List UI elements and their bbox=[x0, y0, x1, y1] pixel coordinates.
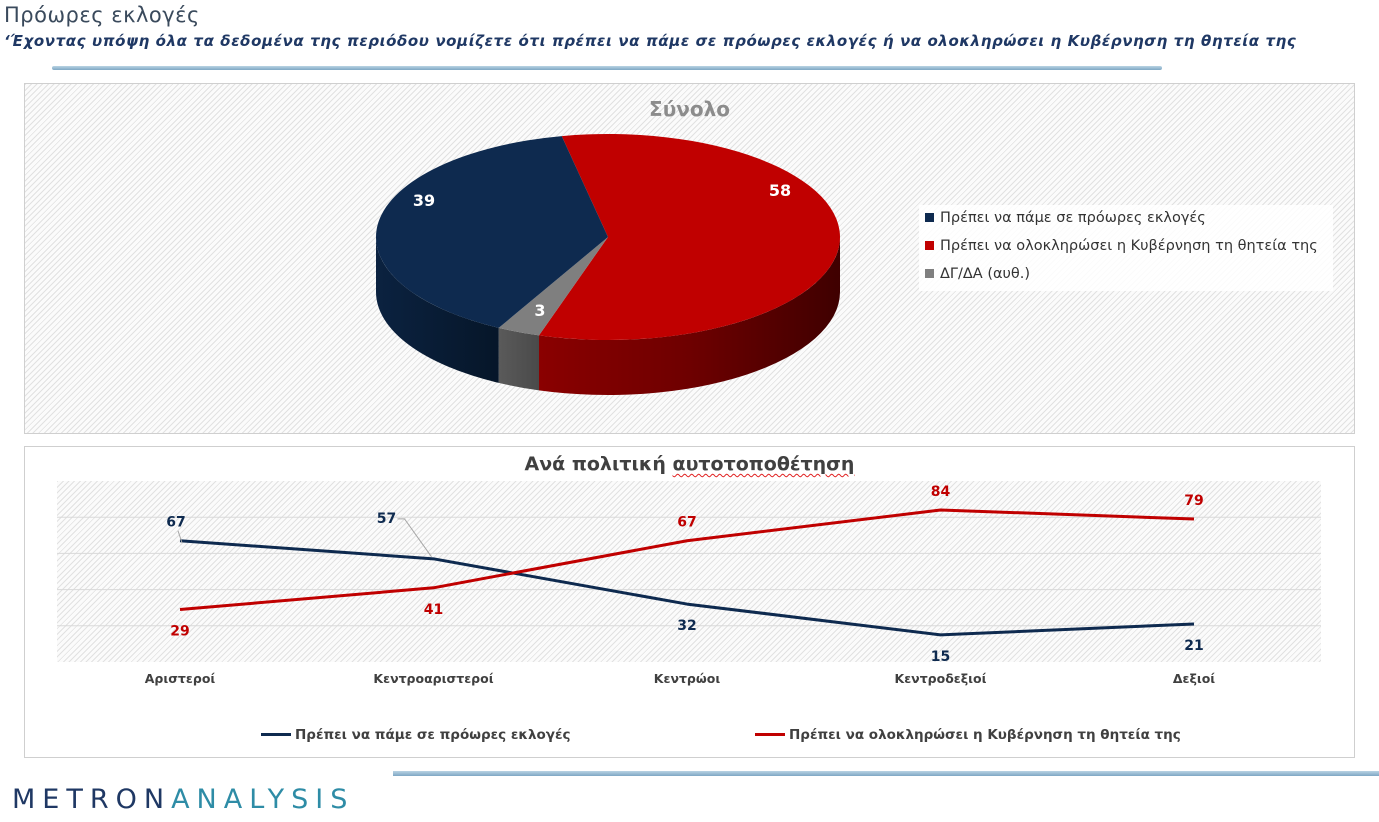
pie-legend-item-early: Πρέπει να πάμε σε πρόωρες εκλογές bbox=[925, 210, 1206, 226]
pie-slice-complete-term bbox=[539, 134, 841, 340]
legend-line bbox=[755, 732, 785, 736]
leader-line bbox=[177, 530, 183, 543]
legend-swatch bbox=[925, 240, 934, 250]
x-tick-label: Κεντροαριστεροί bbox=[373, 671, 493, 686]
footer-divider bbox=[393, 771, 1379, 776]
pie-data-label: 39 bbox=[413, 191, 435, 210]
legend-swatch bbox=[925, 212, 934, 222]
x-tick-label: Κεντρώοι bbox=[654, 671, 721, 686]
legend-label: Πρέπει να πάμε σε πρόωρες εκλογές bbox=[295, 727, 571, 743]
pie-chart: 39 58 3 bbox=[376, 134, 841, 396]
data-label: 84 bbox=[931, 484, 951, 500]
question-subtitle: ‘Έχοντας υπόψη όλα τα δεδομένα της περιό… bbox=[4, 32, 1297, 50]
series-line-complete-term bbox=[179, 508, 1195, 612]
data-label: 57 bbox=[377, 511, 396, 527]
data-label: 15 bbox=[931, 649, 950, 665]
pie-slice-early-side bbox=[376, 237, 499, 383]
pie-slice-dk-na-side bbox=[498, 327, 540, 391]
pie-legend-item-dk-na: ΔΓ/ΔΑ (αυθ.) bbox=[925, 266, 1030, 282]
line-legend-item-early: Πρέπει να πάμε σε πρόωρες εκλογές bbox=[261, 727, 571, 743]
x-tick-label: Αριστεροί bbox=[145, 671, 216, 686]
pie-chart-title: Σύνολο bbox=[649, 97, 730, 121]
metron-analysis-logo: METRONANALYSIS bbox=[12, 784, 355, 815]
legend-label: Πρέπει να ολοκληρώσει η Κυβέρνηση τη θητ… bbox=[940, 238, 1318, 254]
x-tick-label: Κεντροδεξιοί bbox=[895, 671, 987, 686]
data-label: 21 bbox=[1184, 638, 1203, 654]
legend-swatch bbox=[925, 268, 934, 278]
data-label: 67 bbox=[166, 515, 185, 531]
data-label: 41 bbox=[424, 602, 443, 618]
legend-label: ΔΓ/ΔΑ (αυθ.) bbox=[940, 266, 1031, 282]
line-chart: 67 29 57 41 32 67 15 84 21 79 Αριστεροί Κεντροαρισ… bbox=[57, 484, 1321, 686]
series-line-early bbox=[179, 539, 1195, 637]
line-chart-panel: Ανά πολιτική αυτοτοποθέτηση 67 29 57 41 32 67… bbox=[24, 446, 1355, 758]
pie-data-label: 58 bbox=[769, 181, 791, 200]
x-tick-label: Δεξιοί bbox=[1173, 671, 1215, 686]
leader-line bbox=[397, 518, 432, 558]
data-label: 79 bbox=[1184, 493, 1203, 509]
pie-legend: Πρέπει να πάμε σε πρόωρες εκλογές Πρέπει… bbox=[919, 205, 1333, 291]
pie-data-label: 3 bbox=[534, 301, 545, 320]
legend-label: Πρέπει να ολοκληρώσει η Κυβέρνηση τη θητ… bbox=[789, 727, 1181, 743]
header-divider bbox=[52, 66, 1162, 70]
pie-slice-early bbox=[376, 136, 608, 328]
pie-slice-dk-na bbox=[498, 237, 608, 336]
plot-area bbox=[57, 481, 1321, 662]
data-label: 67 bbox=[677, 515, 696, 531]
data-label: 32 bbox=[677, 618, 696, 634]
line-chart-title: Ανά πολιτική αυτοτοποθέτηση bbox=[524, 453, 855, 475]
pie-legend-item-complete-term: Πρέπει να ολοκληρώσει η Κυβέρνηση τη θητ… bbox=[925, 238, 1318, 254]
page-title: Πρόωρες εκλογές bbox=[4, 3, 200, 27]
data-label: 29 bbox=[170, 624, 189, 640]
legend-label: Πρέπει να πάμε σε πρόωρες εκλογές bbox=[940, 210, 1206, 226]
legend-line bbox=[261, 732, 291, 736]
pie-chart-panel: Σύνολο 39 58 3 Πρέπει να πάμε σε πρόωρες ε… bbox=[24, 83, 1355, 434]
pie-slice-complete-term-side bbox=[539, 237, 840, 396]
line-legend-item-complete-term: Πρέπει να ολοκληρώσει η Κυβέρνηση τη θητ… bbox=[755, 727, 1181, 743]
